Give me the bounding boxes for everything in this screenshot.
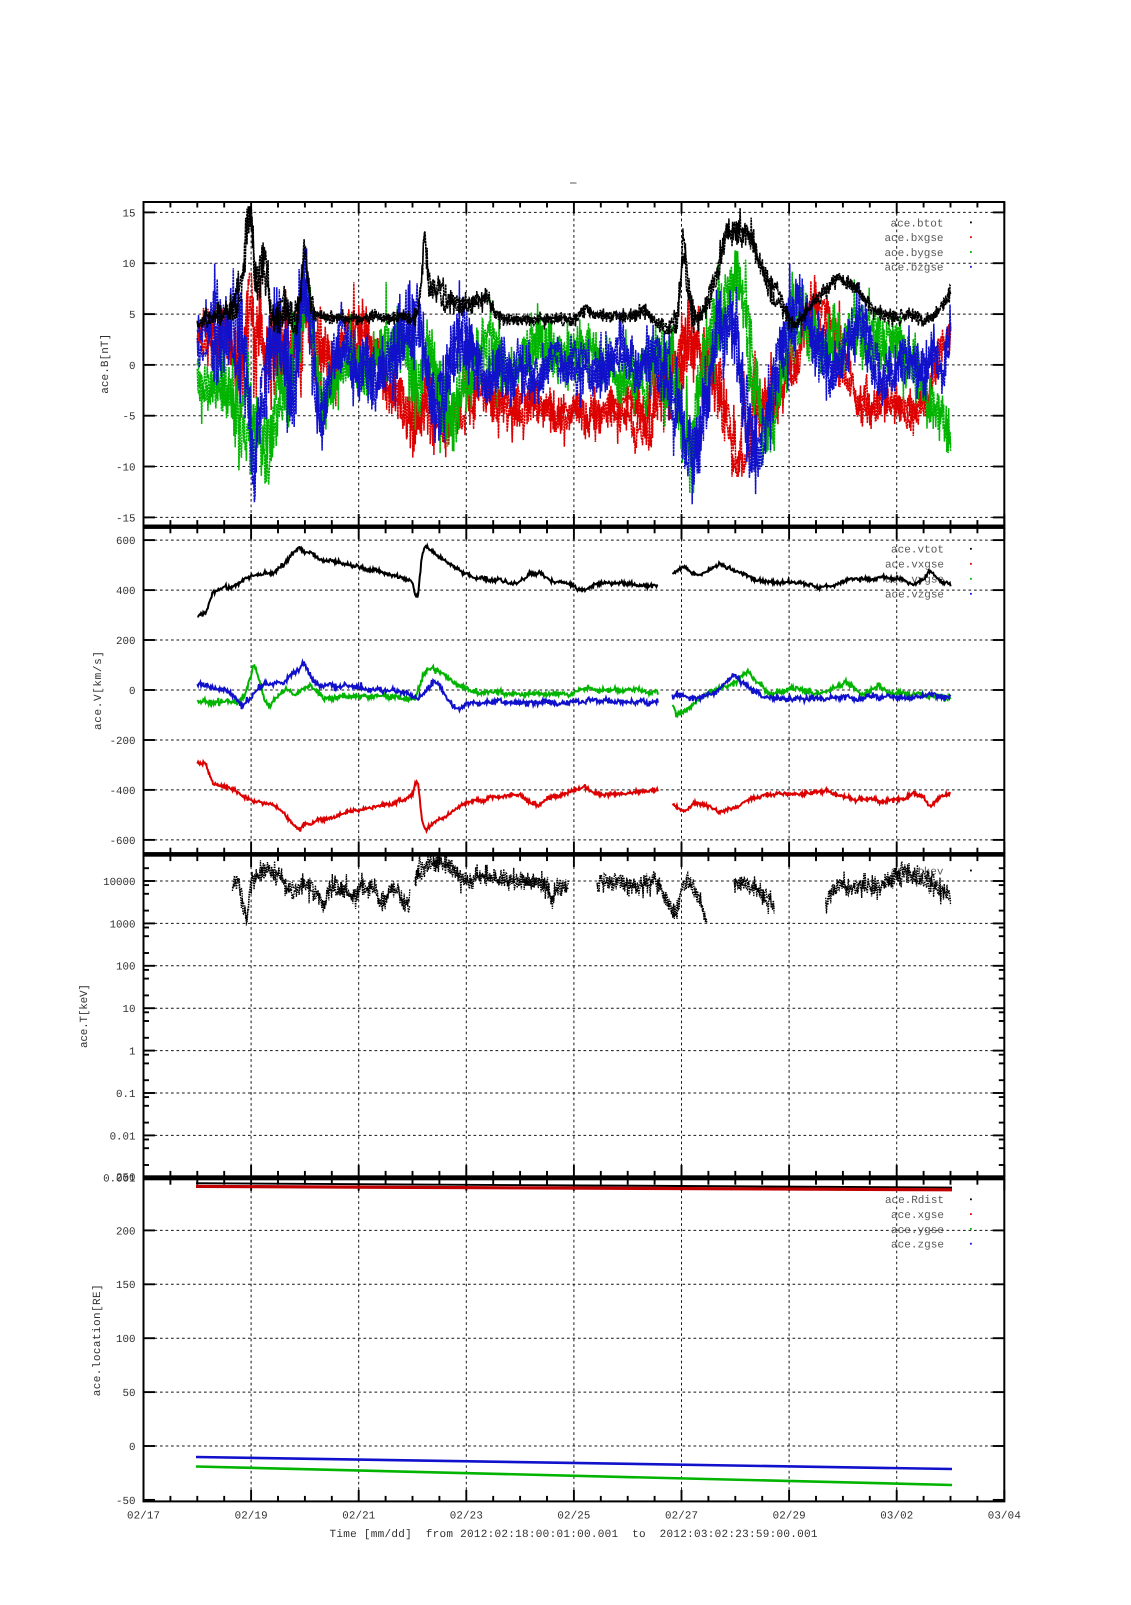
svg-text:0: 0 <box>129 1442 135 1454</box>
svg-text:0.001: 0.001 <box>103 1174 135 1186</box>
svg-text:03/04: 03/04 <box>988 1511 1021 1523</box>
svg-text:02/19: 02/19 <box>235 1511 268 1523</box>
svg-text:ace.Rdist: ace.Rdist <box>885 1195 944 1207</box>
svg-text:ace.xgse: ace.xgse <box>891 1210 944 1222</box>
svg-text:15: 15 <box>123 208 136 220</box>
svg-text:ace.bygse: ace.bygse <box>885 248 944 260</box>
svg-text:02/25: 02/25 <box>557 1511 590 1523</box>
svg-text:03/02: 03/02 <box>880 1511 913 1523</box>
svg-text:-5: -5 <box>123 412 136 424</box>
svg-text:600: 600 <box>116 536 135 548</box>
svg-text:02/27: 02/27 <box>665 1511 698 1523</box>
svg-text:ace.location[RE]: ace.location[RE] <box>92 1284 104 1396</box>
svg-text:ace.ygse: ace.ygse <box>891 1225 944 1237</box>
svg-text:ace.vxgse: ace.vxgse <box>885 560 944 572</box>
svg-text:-200: -200 <box>110 736 136 748</box>
svg-text:100: 100 <box>116 962 135 974</box>
svg-text:ace.bxgse: ace.bxgse <box>885 233 944 245</box>
svg-text:-400: -400 <box>110 786 136 798</box>
svg-text:ace.B[nT]: ace.B[nT] <box>100 334 112 394</box>
svg-text:02/17: 02/17 <box>127 1511 160 1523</box>
svg-text:ace.T[keV]: ace.T[keV] <box>79 984 91 1048</box>
svg-text:150: 150 <box>116 1280 135 1292</box>
svg-text:Time [mm/dd] from 2012:02:18:: Time [mm/dd] from 2012:02:18:00:01:00.00… <box>330 1529 818 1541</box>
svg-text:ace.bzgse: ace.bzgse <box>885 263 944 275</box>
svg-text:0.1: 0.1 <box>116 1089 135 1101</box>
svg-text:-600: -600 <box>110 836 136 848</box>
svg-text:02/23: 02/23 <box>450 1511 483 1523</box>
svg-text:1: 1 <box>129 1047 135 1059</box>
svg-text:ace.btot: ace.btot <box>891 218 944 230</box>
svg-text:200: 200 <box>116 636 135 648</box>
svg-text:250: 250 <box>116 1172 135 1184</box>
svg-text:ace.V[km/s]: ace.V[km/s] <box>93 651 105 730</box>
svg-text:-50: -50 <box>116 1496 135 1508</box>
svg-text:400: 400 <box>116 586 135 598</box>
svg-text:02/29: 02/29 <box>773 1511 806 1523</box>
svg-text:10000: 10000 <box>103 877 135 889</box>
svg-text:5: 5 <box>129 310 135 322</box>
svg-text:0: 0 <box>129 686 135 698</box>
svg-text:-10: -10 <box>116 462 135 474</box>
svg-text:0: 0 <box>129 361 135 373</box>
svg-text:50: 50 <box>123 1388 136 1400</box>
svg-text:0.01: 0.01 <box>110 1131 136 1143</box>
svg-text:10: 10 <box>123 259 136 271</box>
svg-text:ace.vzgse: ace.vzgse <box>885 590 944 602</box>
svg-text:1000: 1000 <box>110 919 136 931</box>
svg-text:02/21: 02/21 <box>342 1511 375 1523</box>
svg-text:100: 100 <box>116 1334 135 1346</box>
svg-text:-15: -15 <box>116 513 135 525</box>
svg-text:ace.zgse: ace.zgse <box>891 1240 944 1252</box>
svg-text:10: 10 <box>123 1004 136 1016</box>
svg-text:200: 200 <box>116 1226 135 1238</box>
svg-text:ace.vtot: ace.vtot <box>891 545 944 557</box>
